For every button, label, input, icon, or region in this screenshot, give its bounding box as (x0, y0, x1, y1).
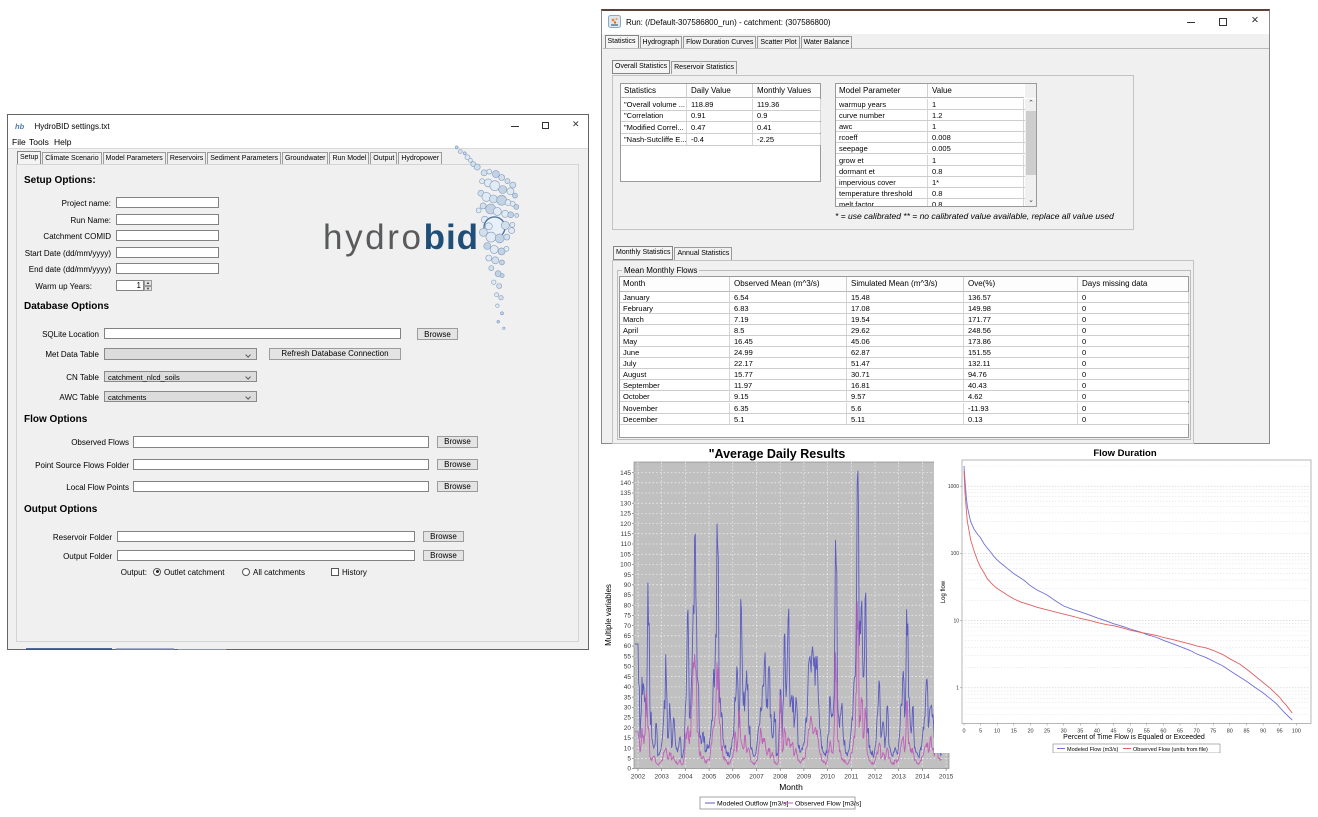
svg-text:25: 25 (1044, 729, 1050, 735)
svg-text:2012: 2012 (868, 774, 883, 781)
svg-text:80: 80 (624, 602, 632, 609)
svg-text:2015: 2015 (939, 774, 954, 781)
svg-text:2003: 2003 (654, 774, 669, 781)
svg-text:1000: 1000 (948, 484, 959, 490)
svg-text:95: 95 (1277, 729, 1283, 735)
svg-text:60: 60 (1160, 729, 1166, 735)
svg-text:0: 0 (962, 729, 965, 735)
svg-text:2010: 2010 (820, 774, 835, 781)
svg-text:20: 20 (1027, 729, 1033, 735)
svg-text:Log flow: Log flow (941, 580, 947, 603)
svg-text:2008: 2008 (773, 774, 788, 781)
svg-text:70: 70 (624, 623, 632, 630)
svg-text:90: 90 (624, 582, 632, 589)
svg-text:85: 85 (624, 592, 632, 599)
svg-text:140: 140 (620, 480, 631, 487)
svg-text:130: 130 (620, 500, 631, 507)
svg-text:145: 145 (620, 470, 631, 477)
svg-text:60: 60 (624, 643, 632, 650)
svg-text:2009: 2009 (797, 774, 812, 781)
svg-text:Modeled Flow (m3/s): Modeled Flow (m3/s) (1067, 747, 1119, 753)
svg-text:75: 75 (624, 613, 632, 620)
svg-text:70: 70 (1194, 729, 1200, 735)
svg-text:35: 35 (624, 694, 632, 701)
svg-text:10: 10 (624, 745, 632, 752)
svg-text:35: 35 (1077, 729, 1083, 735)
svg-text:135: 135 (620, 490, 631, 497)
svg-text:40: 40 (624, 684, 632, 691)
svg-text:95: 95 (624, 572, 632, 579)
svg-text:30: 30 (624, 705, 632, 712)
svg-text:2014: 2014 (915, 774, 930, 781)
svg-text:100: 100 (951, 551, 960, 557)
svg-text:Month: Month (779, 782, 803, 792)
svg-text:115: 115 (621, 531, 632, 538)
svg-text:10: 10 (994, 729, 1000, 735)
svg-text:50: 50 (1127, 729, 1133, 735)
svg-text:2013: 2013 (891, 774, 906, 781)
svg-text:85: 85 (1243, 729, 1249, 735)
svg-text:125: 125 (620, 511, 631, 518)
svg-text:65: 65 (1177, 729, 1183, 735)
svg-text:80: 80 (1227, 729, 1233, 735)
svg-text:40: 40 (1094, 729, 1100, 735)
svg-text:5: 5 (979, 729, 982, 735)
svg-text:Observed Flow (units from file: Observed Flow (units from file) (1133, 747, 1208, 753)
svg-text:2005: 2005 (702, 774, 717, 781)
svg-text:Modeled Outflow [m3/s]: Modeled Outflow [m3/s] (717, 801, 789, 808)
svg-text:"Average Daily Results: "Average Daily Results (709, 447, 846, 461)
svg-text:2004: 2004 (678, 774, 693, 781)
svg-text:2002: 2002 (631, 774, 646, 781)
svg-text:15: 15 (624, 735, 632, 742)
svg-text:30: 30 (1061, 729, 1067, 735)
svg-text:100: 100 (620, 562, 631, 569)
svg-text:2007: 2007 (749, 774, 764, 781)
svg-text:105: 105 (620, 551, 631, 558)
svg-text:2006: 2006 (726, 774, 741, 781)
svg-text:65: 65 (624, 633, 632, 640)
svg-text:45: 45 (1110, 729, 1116, 735)
svg-text:100: 100 (1292, 729, 1301, 735)
svg-text:15: 15 (1011, 729, 1017, 735)
svg-text:10: 10 (953, 618, 959, 624)
svg-text:55: 55 (1144, 729, 1150, 735)
svg-text:45: 45 (624, 674, 632, 681)
svg-text:50: 50 (624, 664, 632, 671)
svg-text:Percent of Time Flow is Equale: Percent of Time Flow is Equaled or Excee… (1063, 734, 1205, 741)
svg-text:0: 0 (627, 766, 631, 773)
svg-text:20: 20 (624, 725, 632, 732)
svg-text:1: 1 (956, 686, 959, 692)
svg-text:55: 55 (624, 653, 632, 660)
svg-text:Flow Duration: Flow Duration (1093, 448, 1157, 459)
svg-text:25: 25 (624, 715, 632, 722)
svg-text:Observed Flow [m3/s]: Observed Flow [m3/s] (795, 801, 861, 808)
svg-text:2011: 2011 (844, 774, 858, 781)
svg-text:110: 110 (621, 541, 632, 548)
svg-text:120: 120 (620, 521, 631, 528)
svg-text:75: 75 (1210, 729, 1216, 735)
svg-text:90: 90 (1260, 729, 1266, 735)
svg-text:Multiple variables: Multiple variables (604, 584, 613, 646)
svg-text:5: 5 (627, 756, 631, 763)
